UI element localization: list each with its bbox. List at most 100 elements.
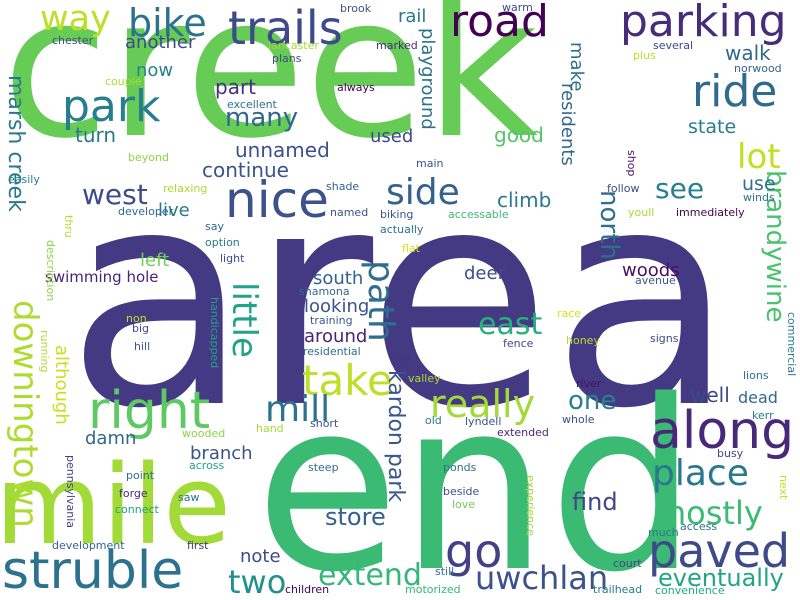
word-way: way [40,0,111,39]
word-walk: walk [725,41,771,65]
word-eventually: eventually [658,564,784,592]
word-woods: woods [622,260,680,281]
word-brook: brook [340,2,372,15]
word-extend: extend [318,558,422,593]
word-path: path [360,260,401,342]
word-side: side [386,172,460,213]
word-shamona: shamona [299,285,350,298]
word-another: another [125,32,196,53]
word-climb: climb [497,188,552,212]
word-go: go [445,524,503,578]
word-several: several [653,39,694,52]
word-whole: whole [562,413,595,426]
word-continue: continue [202,158,289,182]
word-around: around [304,326,368,347]
word-mill: mill [265,389,331,430]
word-east: east [478,307,543,342]
word-actually: actually [380,223,424,236]
word-right: right [88,381,211,441]
word-development: development [52,539,125,552]
word-accessable: accessable [448,208,509,221]
word-children: children [285,583,330,596]
word-looking: looking [304,296,370,317]
word-old: old [425,414,442,427]
word-bike: bike [128,1,207,45]
word-convenience: convenience [655,584,725,597]
word-struble: struble [2,541,184,600]
word-biking: biking [380,208,414,221]
word-see: see [655,172,705,205]
word-court: court [613,557,642,570]
word-across: across [189,459,225,472]
word-plus: plus [633,49,656,62]
word-always: always [337,81,375,94]
word-area: area [66,125,735,474]
word-lancaster: lancaster [268,39,319,52]
word-residential: residential [303,345,361,358]
word-lyndell: lyndell [465,415,502,428]
word-use: use [742,173,776,195]
word-love: love [452,498,476,511]
word-branch: branch [190,443,253,464]
word-pennsylvania: pennsylvania [64,455,77,529]
word-winds: winds [743,191,775,204]
word-beyond: beyond [128,151,169,164]
word-live: live [158,200,190,221]
word-now: now [136,60,174,81]
word-unnamed: unnamed [235,138,330,162]
word-main: main [416,157,444,170]
word-brandywine: brandywine [760,170,790,323]
word-immediately: immediately [676,206,745,219]
word-kerr: kerr [752,409,774,422]
word-lions: lions [743,369,769,382]
word-parking: parking [620,0,787,47]
word-big: big [132,322,150,335]
word-left: left [140,250,170,271]
word-connect: connect [115,503,159,516]
word-make: make [566,42,587,92]
word-signs: signs [650,332,679,345]
word-along: along [650,401,795,461]
word-shade: shade [326,180,360,193]
word-norwood: norwood [734,62,782,75]
word-handicapped: handicapped [208,297,221,369]
word-option: option [205,236,240,249]
word-beside: beside [443,485,480,498]
word-experience: experience [524,475,537,536]
word-store: store [325,503,386,531]
word-running: running [38,330,51,373]
word-light: light [220,252,245,265]
word-well: well [690,383,730,407]
word-trails: trails [228,1,343,55]
word-shop: shop [625,150,638,177]
word-trailhead: trailhead [593,583,643,596]
word-next: next [777,475,790,500]
word-youll: youll [628,206,655,219]
word-first: first [187,539,209,552]
word-take: take [302,356,393,405]
word-follow: follow [607,182,640,195]
word-little: little [224,282,264,358]
word-short: short [310,417,339,430]
word-description: description [44,240,57,302]
word-really: really [430,382,536,426]
word-nice: nice [225,171,329,229]
word-motorized: motorized [405,583,461,596]
word-excellent: excellent [227,98,277,111]
word-valley: valley [408,372,441,385]
word-mile: mile [0,441,231,569]
word-thru: thru [62,215,75,238]
word-feel: feel [390,352,411,365]
word-one: one [568,386,617,416]
word-training: training [310,314,353,327]
word-still: still [435,565,455,578]
word-park: park [62,81,161,132]
word-used: used [370,126,414,147]
word-road: road [450,0,549,47]
word-state: state [688,116,737,138]
word-downingtown: downingtown [5,300,45,528]
word-marked: marked [376,39,418,52]
word-hill: hill [134,340,151,353]
word-many: many [225,103,299,133]
word-deer: deer [464,263,505,284]
